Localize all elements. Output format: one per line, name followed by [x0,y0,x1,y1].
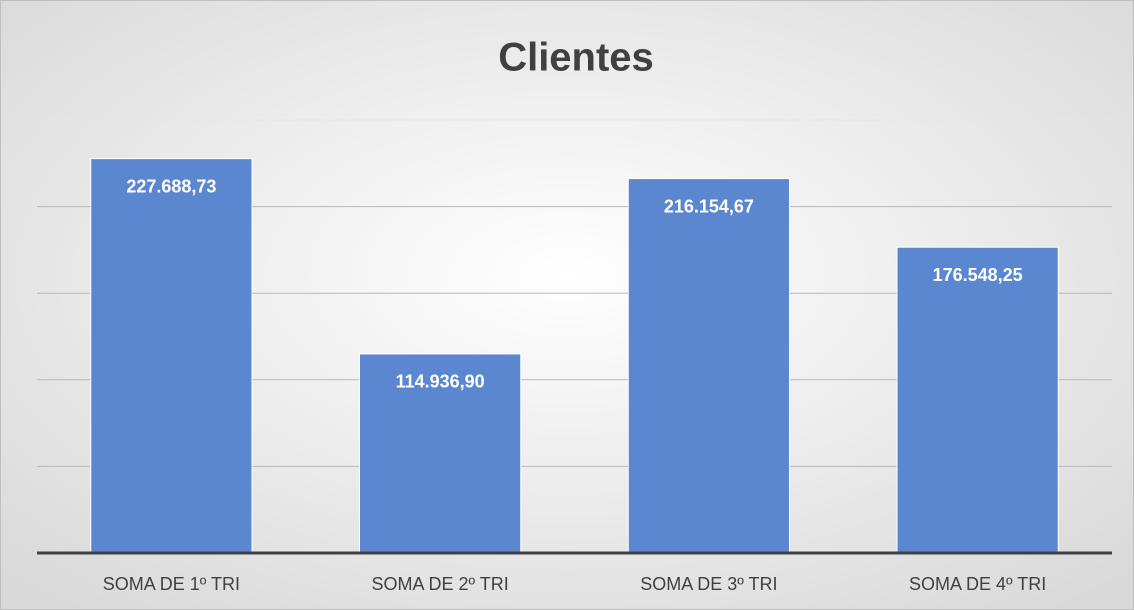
bar [90,158,253,554]
bar [359,353,522,554]
x-tick-label: SOMA DE 1º TRI [103,574,240,594]
x-tick-label: SOMA DE 4º TRI [909,574,1046,594]
bar [896,246,1059,554]
data-label: 216.154,67 [664,196,754,216]
x-tick-label: SOMA DE 2º TRI [371,574,508,594]
chart-title: Clientes [498,36,654,80]
x-tick-label: SOMA DE 3º TRI [640,574,777,594]
data-label: 227.688,73 [126,176,216,196]
data-label: 176.548,25 [933,265,1023,285]
bar [627,178,790,554]
data-label: 114.936,90 [396,372,485,392]
